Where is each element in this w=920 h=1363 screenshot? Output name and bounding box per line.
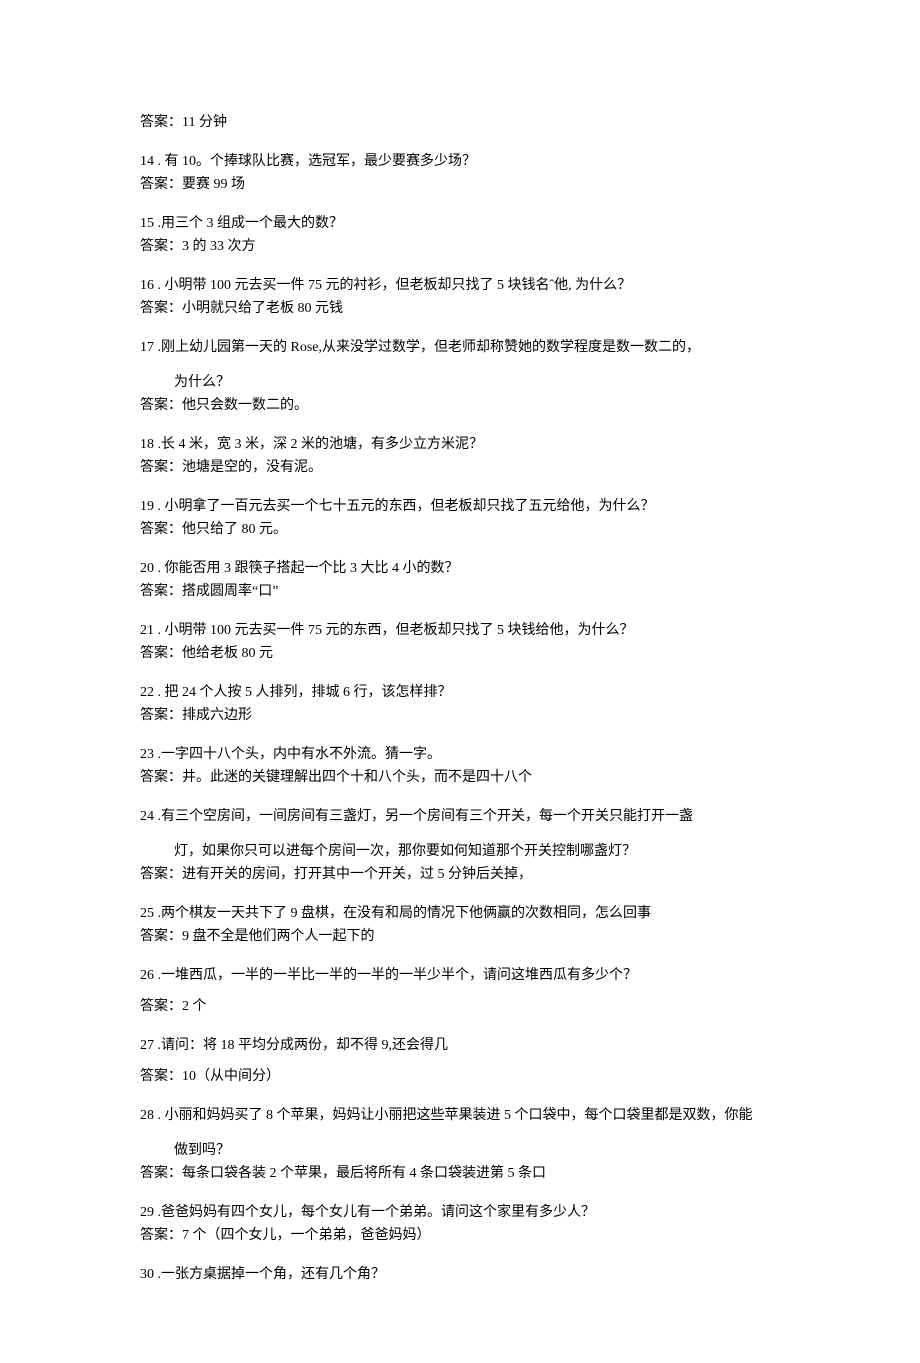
question-text: 20 . 你能否用 3 跟筷子搭起一个比 3 大比 4 小的数？ (140, 558, 790, 579)
question-text: 24 .有三个空房间，一间房间有三盏灯，另一个房间有三个开关，每一个开关只能打开… (140, 806, 790, 827)
qa-block: 29 .爸爸妈妈有四个女儿，每个女儿有一个弟弟。请问这个家里有多少人？答案：7 … (140, 1202, 790, 1246)
question-text: 29 .爸爸妈妈有四个女儿，每个女儿有一个弟弟。请问这个家里有多少人？ (140, 1202, 790, 1223)
answer-text: 答案：井。此迷的关键理解出四个十和八个头，而不是四十八个 (140, 767, 790, 788)
question-text: 19 . 小明拿了一百元去买一个七十五元的东西，但老板却只找了五元给他，为什么？ (140, 496, 790, 517)
question-continuation: 做到吗？ (140, 1140, 790, 1161)
answer-text: 答案：2 个 (140, 996, 790, 1017)
answer-text: 答案：要赛 99 场 (140, 174, 790, 195)
qa-block: 22 . 把 24 个人按 5 人排列，排城 6 行，该怎样排？答案：排成六边形 (140, 682, 790, 726)
qa-block: 26 .一堆西瓜，一半的一半比一半的一半的一半少半个，请问这堆西瓜有多少个？ 答案… (140, 965, 790, 1017)
qa-block: 18 .长 4 米，宽 3 米，深 2 米的池塘，有多少立方米泥？答案：池塘是空… (140, 434, 790, 478)
question-text: 23 .一字四十八个头，内中有水不外流。猜一字。 (140, 744, 790, 765)
answer-text: 答案：排成六边形 (140, 705, 790, 726)
question-text: 14 . 有 10。个捧球队比赛，选冠军，最少要赛多少场？ (140, 151, 790, 172)
answer-text: 答案：9 盘不全是他们两个人一起下的 (140, 926, 790, 947)
qa-block: 23 .一字四十八个头，内中有水不外流。猜一字。答案：井。此迷的关键理解出四个十… (140, 744, 790, 788)
question-text: 25 .两个棋友一天共下了 9 盘棋，在没有和局的情况下他俩赢的次数相同，怎么回… (140, 903, 790, 924)
answer-text: 答案：他只给了 80 元。 (140, 519, 790, 540)
qa-block: 27 .请问：将 18 平均分成两份，却不得 9,还会得几答案：10（从中间分） (140, 1035, 790, 1087)
qa-block: 20 . 你能否用 3 跟筷子搭起一个比 3 大比 4 小的数？答案：搭成圆周率… (140, 558, 790, 602)
qa-block: 答案：11 分钟 (140, 112, 790, 133)
answer-text: 答案：搭成圆周率“口” (140, 581, 790, 602)
answer-text: 答案：池塘是空的，没有泥。 (140, 457, 790, 478)
qa-block: 17 .刚上幼儿园第一天的 Rose,从来没学过数学，但老师却称赞她的数学程度是… (140, 337, 790, 416)
question-text: 28 . 小丽和妈妈买了 8 个苹果，妈妈让小丽把这些苹果装进 5 个口袋中，每… (140, 1105, 790, 1126)
qa-block: 19 . 小明拿了一百元去买一个七十五元的东西，但老板却只找了五元给他，为什么？… (140, 496, 790, 540)
qa-block: 30 .一张方桌据掉一个角，还有几个角？ (140, 1264, 790, 1285)
qa-block: 28 . 小丽和妈妈买了 8 个苹果，妈妈让小丽把这些苹果装进 5 个口袋中，每… (140, 1105, 790, 1184)
question-text: 15 .用三个 3 组成一个最大的数？ (140, 213, 790, 234)
question-text: 17 .刚上幼儿园第一天的 Rose,从来没学过数学，但老师却称赞她的数学程度是… (140, 337, 790, 358)
question-continuation: 灯，如果你只可以进每个房间一次，那你要如何知道那个开关控制哪盏灯？ (140, 841, 790, 862)
answer-text: 答案：小明就只给了老板 80 元钱 (140, 298, 790, 319)
question-text: 22 . 把 24 个人按 5 人排列，排城 6 行，该怎样排？ (140, 682, 790, 703)
question-text: 16 . 小明带 100 元去买一件 75 元的衬衫，但老板却只找了 5 块钱名… (140, 275, 790, 296)
qa-block: 21 . 小明带 100 元去买一件 75 元的东西，但老板却只找了 5 块钱给… (140, 620, 790, 664)
question-text: 21 . 小明带 100 元去买一件 75 元的东西，但老板却只找了 5 块钱给… (140, 620, 790, 641)
qa-block: 15 .用三个 3 组成一个最大的数？答案：3 的 33 次方 (140, 213, 790, 257)
question-text: 26 .一堆西瓜，一半的一半比一半的一半的一半少半个，请问这堆西瓜有多少个？ (140, 965, 790, 986)
answer-text: 答案：3 的 33 次方 (140, 236, 790, 257)
answer-text: 答案：他给老板 80 元 (140, 643, 790, 664)
qa-block: 14 . 有 10。个捧球队比赛，选冠军，最少要赛多少场？答案：要赛 99 场 (140, 151, 790, 195)
question-text: 30 .一张方桌据掉一个角，还有几个角？ (140, 1264, 790, 1285)
answer-text: 答案：11 分钟 (140, 112, 790, 133)
qa-block: 24 .有三个空房间，一间房间有三盏灯，另一个房间有三个开关，每一个开关只能打开… (140, 806, 790, 885)
question-text: 27 .请问：将 18 平均分成两份，却不得 9,还会得几 (140, 1035, 790, 1056)
qa-block: 25 .两个棋友一天共下了 9 盘棋，在没有和局的情况下他俩赢的次数相同，怎么回… (140, 903, 790, 947)
question-continuation: 为什么？ (140, 372, 790, 393)
answer-text: 答案：7 个（四个女儿，一个弟弟，爸爸妈妈） (140, 1225, 790, 1246)
answer-text: 答案：每条口袋各装 2 个苹果，最后将所有 4 条口袋装进第 5 条口 (140, 1163, 790, 1184)
answer-text: 答案：10（从中间分） (140, 1066, 790, 1087)
qa-block: 16 . 小明带 100 元去买一件 75 元的衬衫，但老板却只找了 5 块钱名… (140, 275, 790, 319)
answer-text: 答案：进有开关的房间，打开其中一个开关，过 5 分钟后关掉， (140, 864, 790, 885)
question-text: 18 .长 4 米，宽 3 米，深 2 米的池塘，有多少立方米泥？ (140, 434, 790, 455)
answer-text: 答案：他只会数一数二的。 (140, 395, 790, 416)
